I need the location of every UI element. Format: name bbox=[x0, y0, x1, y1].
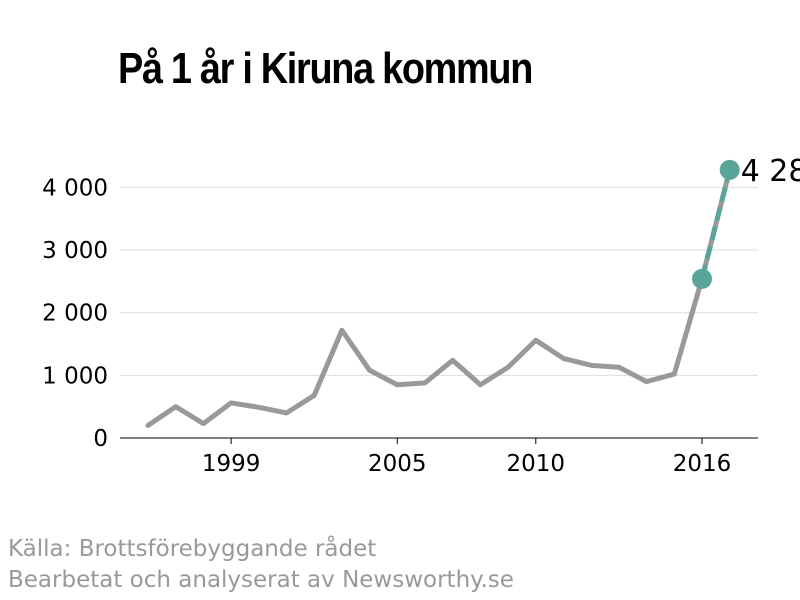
y-tick-label: 1 000 bbox=[42, 363, 108, 389]
y-tick-label: 0 bbox=[93, 426, 108, 452]
line-chart: 0 1 000 2 000 3 000 4 000 1999 2005 2010 2016 4… bbox=[42, 154, 800, 477]
source-line-1: Källa: Brottsförebyggande rådet bbox=[8, 536, 377, 562]
x-tick-label: 2010 bbox=[507, 451, 566, 477]
data-point-marker bbox=[692, 268, 712, 289]
series-line bbox=[145, 276, 705, 428]
x-tick-label: 2016 bbox=[673, 451, 732, 477]
series-line-base bbox=[699, 169, 733, 280]
source-line-2: Bearbetat och analyserat av Newsworthy.s… bbox=[8, 567, 514, 593]
gridlines bbox=[120, 186, 758, 376]
x-tick-label: 1999 bbox=[202, 451, 261, 477]
chart-title: På 1 år i Kiruna kommun bbox=[118, 44, 533, 93]
data-point-marker bbox=[719, 159, 740, 180]
series-lines bbox=[145, 169, 733, 428]
highlight-markers bbox=[692, 159, 740, 289]
end-value-label: 4 28 bbox=[741, 154, 800, 189]
series-line-dashed bbox=[699, 169, 733, 280]
x-axis-ticks: 1999 2005 2010 2016 bbox=[202, 438, 731, 477]
y-tick-label: 3 000 bbox=[42, 238, 108, 264]
x-tick-label: 2005 bbox=[368, 451, 427, 477]
y-tick-label: 4 000 bbox=[42, 175, 108, 201]
y-axis-ticks: 0 1 000 2 000 3 000 4 000 bbox=[42, 175, 108, 452]
y-tick-label: 2 000 bbox=[42, 301, 108, 327]
